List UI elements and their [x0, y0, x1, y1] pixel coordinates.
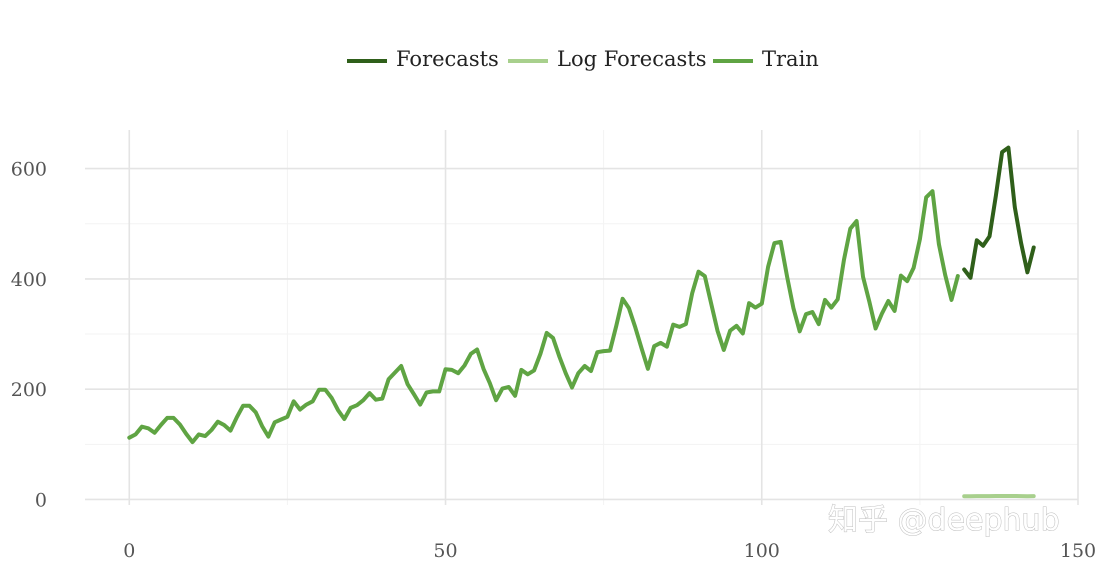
legend-label-train: Train [762, 47, 819, 71]
y-tick-label: 400 [11, 269, 47, 291]
y-tick-label: 600 [11, 159, 47, 181]
y-tick-label: 200 [11, 379, 47, 401]
series-line-forecasts [962, 145, 1036, 280]
legend-label-forecasts: Forecasts [396, 47, 499, 71]
x-tick-label: 50 [433, 540, 457, 562]
y-tick-label: 0 [35, 489, 47, 511]
legend-label-log-forecasts: Log Forecasts [557, 47, 707, 71]
watermark: 知乎 @deephub [828, 503, 1060, 538]
y-axis-tick-labels: 0 200 400 600 [11, 159, 47, 512]
x-axis-tick-labels: 0 50 100 150 [123, 540, 1096, 562]
series-lines [127, 145, 1036, 499]
legend: Forecasts Log Forecasts Train [347, 47, 819, 71]
x-tick-label: 150 [1060, 540, 1096, 562]
x-tick-label: 100 [744, 540, 780, 562]
minor-gridlines [85, 130, 1078, 505]
series-line-train [127, 189, 960, 445]
x-tick-label: 0 [123, 540, 135, 562]
major-gridlines [85, 130, 1079, 505]
